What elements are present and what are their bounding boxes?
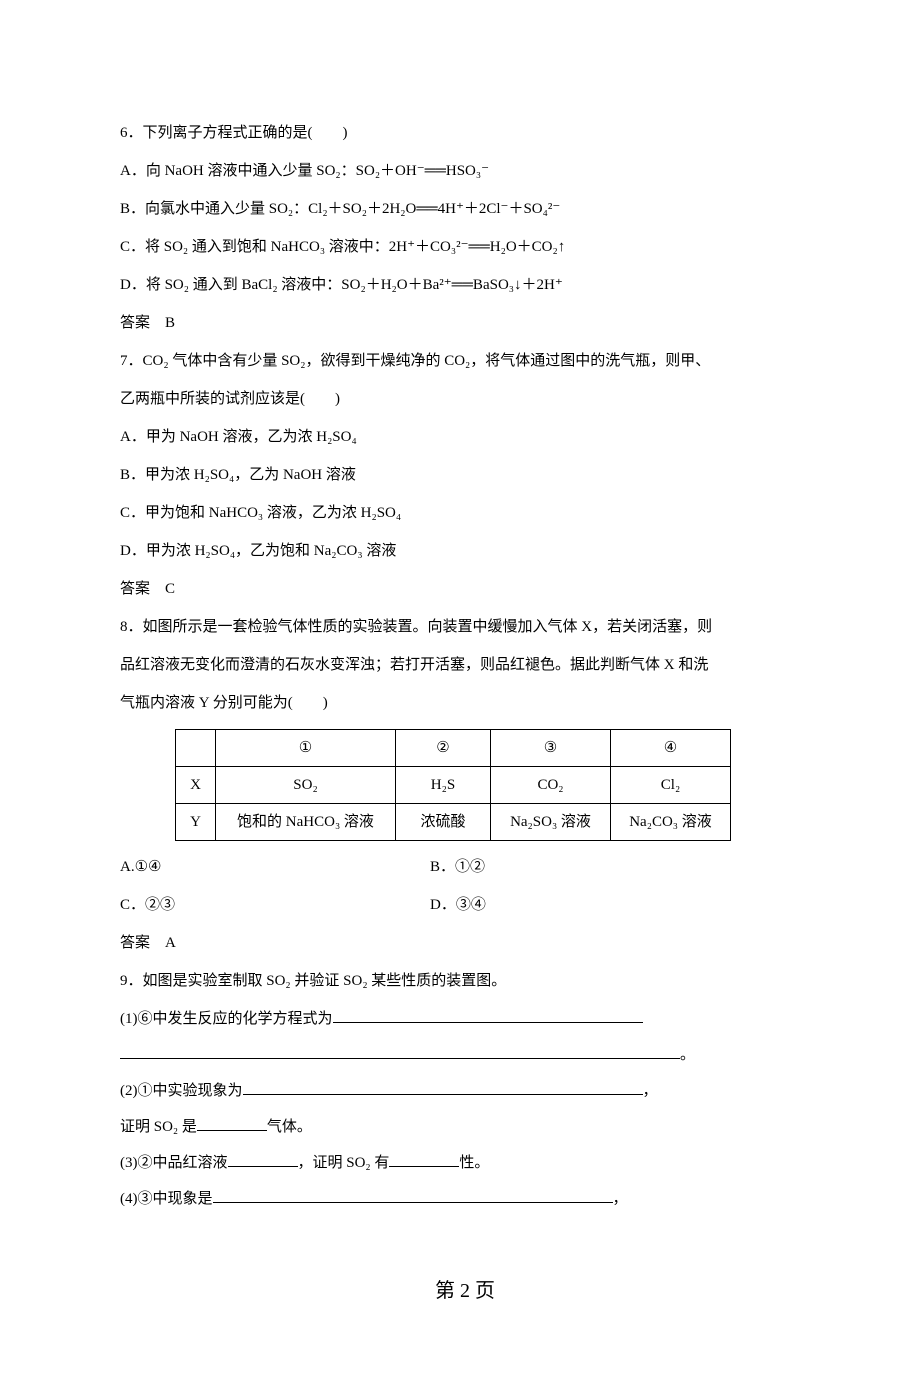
q9-part1-line2: 。 [120,1037,810,1073]
q9-p2-suffix: ， [643,1083,658,1099]
q8-x-3: CO₂ [491,767,611,804]
q9-p2-text: (2)①中实验现象为 [120,1083,243,1099]
q9-part1-line1: (1)⑥中发生反应的化学方程式为 [120,1001,810,1037]
q8-y-4: Na₂CO₃ 溶液 [611,804,731,841]
fill-blank[interactable] [197,1116,267,1131]
fill-blank[interactable] [213,1188,613,1203]
q7-answer: 答案 C [120,571,810,607]
q8-table-row-y: Y 饱和的 NaHCO₃ 溶液 浓硫酸 Na₂SO₃ 溶液 Na₂CO₃ 溶液 [176,804,731,841]
q8-th-4: ④ [611,730,731,767]
q8-option-a: A.①④ [120,849,430,885]
q7-option-c: C．甲为饱和 NaHCO₃ 溶液，乙为浓 H₂SO₄ [120,495,810,531]
q6-option-a: A．向 NaOH 溶液中通入少量 SO₂：SO₂＋OH⁻══HSO₃⁻ [120,153,810,189]
q8-answer: 答案 A [120,925,810,961]
page-number: 第 2 页 [120,1267,810,1315]
q8-th-3: ③ [491,730,611,767]
q6-option-d: D．将 SO₂ 通入到 BaCl₂ 溶液中：SO₂＋H₂O＋Ba²⁺══BaSO… [120,267,810,303]
q9-p4-pre: (4)③中现象是 [120,1191,213,1207]
q8-th-1: ① [216,730,396,767]
q8-table-header-row: ① ② ③ ④ [176,730,731,767]
q8-th-2: ② [396,730,491,767]
q6-answer: 答案 B [120,305,810,341]
q7-stem-line2: 乙两瓶中所装的试剂应该是( ) [120,381,810,417]
q9-p1-suffix: 。 [680,1047,695,1063]
q8-y-label: Y [176,804,216,841]
q6-option-c: C．将 SO₂ 通入到饱和 NaHCO₃ 溶液中：2H⁺＋CO₃²⁻══H₂O＋… [120,229,810,265]
q9-part2-line2: 证明 SO₂ 是 气体。 [120,1109,810,1145]
q7-option-b: B．甲为浓 H₂SO₄，乙为 NaOH 溶液 [120,457,810,493]
q8-y-2: 浓硫酸 [396,804,491,841]
q8-table: ① ② ③ ④ X SO₂ H₂S CO₂ Cl₂ Y 饱和的 NaHCO₃ 溶… [175,729,731,841]
q9-part2-line1: (2)①中实验现象为 ， [120,1073,810,1109]
q8-stem-line1: 8．如图所示是一套检验气体性质的实验装置。向装置中缓慢加入气体 X，若关闭活塞，… [120,609,810,645]
q8-y-1: 饱和的 NaHCO₃ 溶液 [216,804,396,841]
q9-p3-suffix: 性。 [459,1155,489,1171]
fill-blank[interactable] [389,1152,459,1167]
q8-th-blank [176,730,216,767]
q9-part4: (4)③中现象是 ， [120,1181,810,1217]
q9-part3: (3)②中品红溶液 ，证明 SO₂ 有 性。 [120,1145,810,1181]
q7-option-d: D．甲为浓 H₂SO₄，乙为饱和 Na₂CO₃ 溶液 [120,533,810,569]
q8-x-1: SO₂ [216,767,396,804]
q9-p3-pre: (3)②中品红溶液 [120,1155,228,1171]
q8-stem-line2: 品红溶液无变化而澄清的石灰水变浑浊；若打开活塞，则品红褪色。据此判断气体 X 和… [120,647,810,683]
q9-p1-text: (1)⑥中发生反应的化学方程式为 [120,1011,333,1027]
q9-p2b-suffix: 气体。 [267,1119,312,1135]
fill-blank[interactable] [228,1152,298,1167]
q8-option-c: C．②③ [120,887,430,923]
q8-x-4: Cl₂ [611,767,731,804]
fill-blank[interactable] [120,1044,680,1059]
fill-blank[interactable] [333,1008,643,1023]
q8-table-row-x: X SO₂ H₂S CO₂ Cl₂ [176,767,731,804]
fill-blank[interactable] [243,1080,643,1095]
q9-p2b-pre: 证明 SO₂ 是 [120,1119,197,1135]
q9-stem: 9．如图是实验室制取 SO₂ 并验证 SO₂ 某些性质的装置图。 [120,963,810,999]
q8-x-2: H₂S [396,767,491,804]
q6-stem: 6．下列离子方程式正确的是( ) [120,115,810,151]
q6-option-b: B．向氯水中通入少量 SO₂：Cl₂＋SO₂＋2H₂O══4H⁺＋2Cl⁻＋SO… [120,191,810,227]
q7-stem-line1: 7．CO₂ 气体中含有少量 SO₂，欲得到干燥纯净的 CO₂，将气体通过图中的洗… [120,343,810,379]
q7-option-a: A．甲为 NaOH 溶液，乙为浓 H₂SO₄ [120,419,810,455]
q8-option-d: D．③④ [430,887,486,923]
q8-stem-line3: 气瓶内溶液 Y 分别可能为( ) [120,685,810,721]
q9-p4-suffix: ， [613,1191,628,1207]
q8-y-3: Na₂SO₃ 溶液 [491,804,611,841]
q9-p3-mid: ，证明 SO₂ 有 [298,1155,390,1171]
q8-x-label: X [176,767,216,804]
q8-option-b: B．①② [430,849,485,885]
